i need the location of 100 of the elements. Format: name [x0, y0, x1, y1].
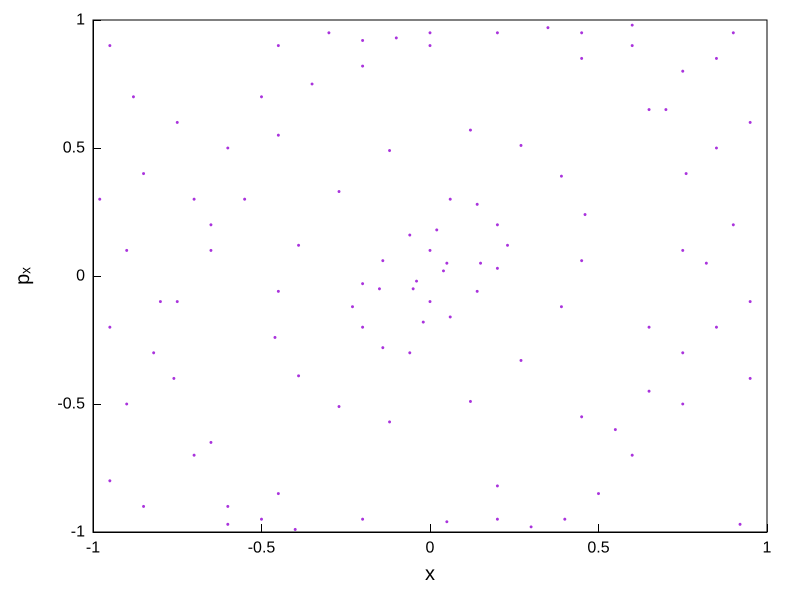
y-axis-title: pₓ [12, 266, 34, 285]
point [108, 479, 112, 482]
point [226, 522, 230, 526]
point [584, 213, 587, 216]
point [428, 248, 432, 252]
point [748, 120, 752, 124]
point [158, 300, 162, 304]
y-tick-label: 1 [76, 12, 86, 28]
point [243, 198, 246, 201]
point [350, 305, 354, 308]
point [422, 320, 425, 324]
point [748, 300, 752, 304]
x-tick-label: -0.5 [248, 540, 276, 556]
point [648, 390, 651, 393]
point [260, 95, 263, 98]
point [681, 402, 684, 406]
point [580, 56, 584, 60]
point [415, 280, 418, 283]
point [580, 415, 584, 418]
point [108, 44, 112, 48]
point [394, 36, 398, 40]
y-tick-label: 0.5 [62, 140, 86, 156]
point [448, 315, 452, 318]
point [260, 518, 263, 521]
point [630, 44, 634, 48]
point [714, 146, 718, 150]
point [408, 351, 412, 354]
point [428, 300, 432, 304]
y-tick-label: -0.5 [57, 396, 86, 412]
point [142, 172, 146, 176]
point [519, 358, 522, 362]
point [388, 149, 392, 152]
point [338, 190, 341, 194]
point [361, 326, 364, 329]
point [428, 31, 432, 34]
point [445, 262, 448, 265]
point [664, 108, 668, 112]
point [412, 287, 415, 290]
point [428, 44, 432, 48]
x-tick-label: 0 [426, 540, 435, 556]
x-tick-label: 0.5 [587, 540, 610, 556]
point [152, 351, 156, 354]
point [614, 428, 617, 432]
point [297, 374, 300, 378]
point [704, 262, 708, 265]
point [435, 228, 438, 232]
point [276, 44, 280, 48]
point [327, 31, 330, 34]
y-tick-label: 0 [76, 268, 86, 284]
point [496, 518, 499, 521]
point [496, 266, 499, 270]
x-tick-label: 1 [762, 540, 772, 556]
x-axis-title: x [425, 563, 435, 585]
point [496, 484, 499, 488]
point [476, 290, 479, 293]
point [381, 346, 384, 350]
point [448, 198, 452, 201]
point [738, 522, 742, 526]
point [408, 234, 412, 237]
point [361, 64, 364, 68]
point [496, 31, 499, 34]
point [476, 202, 479, 206]
point [273, 336, 276, 339]
point [361, 282, 364, 286]
point [132, 95, 135, 98]
point [468, 400, 472, 403]
point [714, 326, 718, 329]
point [748, 376, 752, 380]
point [276, 492, 280, 496]
point [648, 326, 651, 329]
point [209, 223, 212, 226]
point [209, 248, 212, 252]
point [681, 351, 684, 354]
point [176, 120, 179, 124]
point [172, 376, 176, 380]
point [630, 24, 634, 27]
point [442, 269, 445, 272]
point [192, 198, 196, 201]
point [361, 38, 364, 42]
point [388, 420, 392, 424]
point [479, 262, 482, 265]
point [506, 244, 510, 247]
point [276, 134, 280, 137]
point [560, 174, 563, 178]
point [468, 128, 472, 132]
point [310, 82, 314, 86]
point [684, 172, 688, 176]
point [378, 287, 381, 290]
point [226, 504, 230, 508]
point [560, 305, 563, 308]
point [98, 198, 102, 201]
point [496, 223, 499, 226]
point [276, 290, 280, 293]
point [297, 244, 300, 247]
point [226, 146, 230, 150]
point [176, 300, 179, 304]
point [361, 518, 364, 521]
point [519, 144, 522, 147]
point [648, 108, 651, 112]
point [294, 528, 297, 531]
